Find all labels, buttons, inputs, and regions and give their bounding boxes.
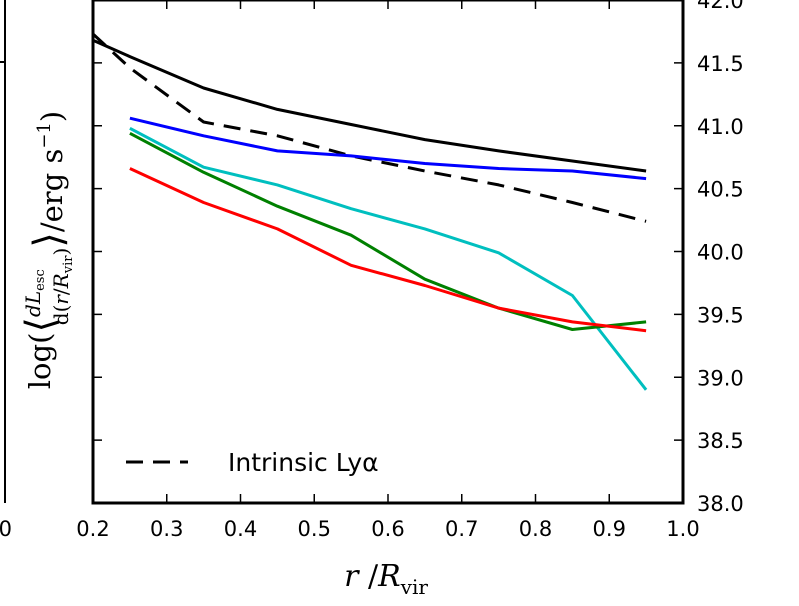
legend-label: Intrinsic Lyα <box>228 448 379 477</box>
series-line-red <box>130 169 646 331</box>
y-tick-label: 40.0 <box>697 241 744 265</box>
y-axis-label: log(⟨dLescd(r/Rvir)⟩/erg s−1) <box>18 111 76 389</box>
x-tick-label: 0.9 <box>593 517 626 541</box>
y-tick-label: 39.5 <box>697 303 744 327</box>
y-tick-label: 38.5 <box>697 429 744 453</box>
y-tick-label: 39.0 <box>697 366 744 390</box>
x-tick-label: 1.0 <box>666 517 699 541</box>
x-tick-label: 0.2 <box>76 517 109 541</box>
plot-frame <box>93 0 683 503</box>
x-tick-label: 0.5 <box>298 517 331 541</box>
svg-text:r /Rvir: r /Rvir <box>344 559 428 599</box>
y-tick-label: 42.0 <box>697 0 744 13</box>
line-chart: .0 log(⟨dLescd(r/Rvir)⟩/erg s−1) 0.20.30… <box>0 0 799 606</box>
y-tick-label: 41.0 <box>697 115 744 139</box>
series-line-cyan <box>130 128 646 390</box>
x-tick-label: 0.7 <box>445 517 478 541</box>
y-tick-label: 40.5 <box>697 178 744 202</box>
left-panel-tick-label: .0 <box>0 517 12 541</box>
plot-area: 0.2 0.3 0.4 0.5 0.6 0.7 0.8 0.9 1.038.0 38.5 39.0 3… <box>76 0 743 541</box>
x-tick-label: 0.4 <box>224 517 257 541</box>
y-tick-label: 41.5 <box>697 52 744 76</box>
y-tick-label: 38.0 <box>697 492 744 516</box>
left-panel-fragment: .0 <box>0 0 12 541</box>
x-tick-label: 0.6 <box>371 517 404 541</box>
x-tick-label: 0.3 <box>150 517 183 541</box>
svg-text:log(⟨dLescd(r/Rvir)⟩/erg s−1): log(⟨dLescd(r/Rvir)⟩/erg s−1) <box>18 111 76 389</box>
x-axis-label: r /Rvir <box>344 559 428 599</box>
x-tick-label: 0.8 <box>519 517 552 541</box>
